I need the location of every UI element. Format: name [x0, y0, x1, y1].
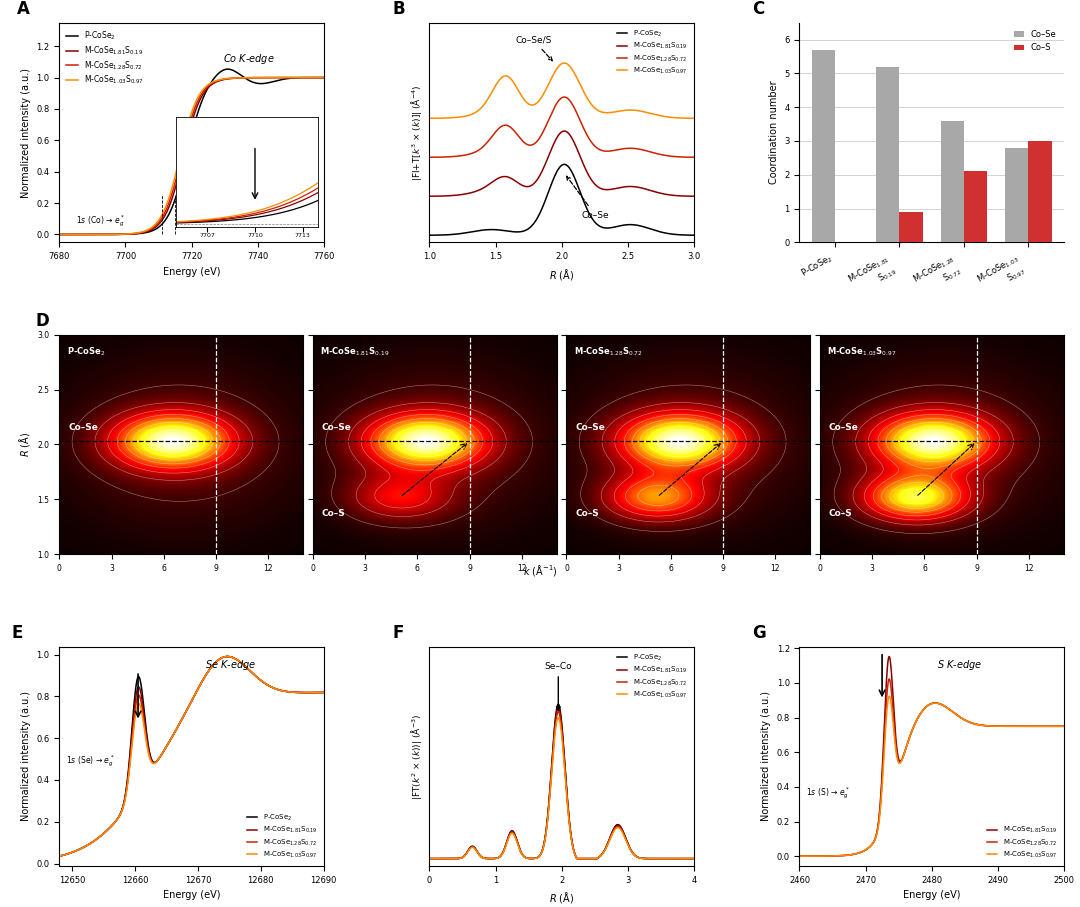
Legend: P-CoSe$_2$, M-CoSe$_{1.81}$S$_{0.19}$, M-CoSe$_{1.28}$S$_{0.72}$, M-CoSe$_{1.03}: P-CoSe$_2$, M-CoSe$_{1.81}$S$_{0.19}$, M…	[64, 26, 147, 90]
Y-axis label: Normalized intensity (a.u.): Normalized intensity (a.u.)	[761, 691, 771, 822]
Y-axis label: $R$ (Å): $R$ (Å)	[17, 432, 32, 457]
Text: Co–Se: Co–Se	[828, 424, 859, 432]
X-axis label: $R$ (Å): $R$ (Å)	[549, 267, 575, 281]
Y-axis label: |FT($k^2$ × ($k$))| (Å$^{-3}$): |FT($k^2$ × ($k$))| (Å$^{-3}$)	[409, 713, 423, 799]
Y-axis label: Normalized intensity (a.u.): Normalized intensity (a.u.)	[21, 67, 31, 198]
Text: M-CoSe$_{1.81}$S$_{0.19}$: M-CoSe$_{1.81}$S$_{0.19}$	[321, 346, 390, 358]
Bar	[876, 66, 900, 242]
Text: Se–Co: Se–Co	[544, 662, 572, 710]
Text: Co–S: Co–S	[322, 509, 346, 518]
Text: B: B	[392, 0, 405, 18]
Bar	[812, 50, 835, 242]
Text: M-CoSe$_{1.03}$S$_{0.97}$: M-CoSe$_{1.03}$S$_{0.97}$	[827, 346, 896, 358]
Legend: M-CoSe$_{1.81}$S$_{0.19}$, M-CoSe$_{1.28}$S$_{0.72}$, M-CoSe$_{1.03}$S$_{0.97}$: M-CoSe$_{1.81}$S$_{0.19}$, M-CoSe$_{1.28…	[984, 823, 1061, 863]
X-axis label: Energy (eV): Energy (eV)	[903, 891, 960, 901]
Text: Co–Se: Co–Se	[567, 176, 609, 219]
Legend: P-CoSe$_2$, M-CoSe$_{1.81}$S$_{0.19}$, M-CoSe$_{1.28}$S$_{0.72}$, M-CoSe$_{1.03}: P-CoSe$_2$, M-CoSe$_{1.81}$S$_{0.19}$, M…	[244, 810, 321, 863]
Text: 1$s$ (Se) → $e_g^*$: 1$s$ (Se) → $e_g^*$	[66, 753, 114, 769]
Text: Co–Se/S: Co–Se/S	[515, 35, 552, 61]
Bar	[1005, 148, 1028, 242]
Legend: P-CoSe$_2$, M-CoSe$_{1.81}$S$_{0.19}$, M-CoSe$_{1.28}$S$_{0.72}$, M-CoSe$_{1.03}: P-CoSe$_2$, M-CoSe$_{1.81}$S$_{0.19}$, M…	[615, 650, 690, 703]
X-axis label: $R$ (Å): $R$ (Å)	[549, 891, 575, 905]
Text: E: E	[12, 624, 23, 642]
Y-axis label: |FI+T[$k^3$ × ($k$)]| (Å$^{-4}$): |FI+T[$k^3$ × ($k$)]| (Å$^{-4}$)	[409, 84, 423, 180]
Text: Co–Se: Co–Se	[68, 424, 98, 432]
Text: 1$s$ (Co) → $e_g^*$: 1$s$ (Co) → $e_g^*$	[76, 213, 125, 229]
Bar	[963, 171, 987, 242]
Bar	[1028, 141, 1052, 242]
Legend: P-CoSe$_2$, M-CoSe$_{1.81}$S$_{0.19}$, M-CoSe$_{1.28}$S$_{0.72}$, M-CoSe$_{1.03}: P-CoSe$_2$, M-CoSe$_{1.81}$S$_{0.19}$, M…	[615, 26, 690, 79]
Y-axis label: Coordination number: Coordination number	[769, 81, 779, 184]
Bar	[941, 121, 963, 242]
Text: C: C	[752, 0, 765, 18]
Text: Co–Se: Co–Se	[322, 424, 351, 432]
Text: A: A	[17, 0, 30, 18]
Text: D: D	[35, 312, 49, 330]
Text: Co–S: Co–S	[828, 509, 852, 518]
Text: $k$ (Å$^{-1}$): $k$ (Å$^{-1}$)	[523, 562, 557, 578]
Text: M-CoSe$_{1.28}$S$_{0.72}$: M-CoSe$_{1.28}$S$_{0.72}$	[573, 346, 643, 358]
X-axis label: Energy (eV): Energy (eV)	[163, 891, 220, 901]
Text: Co–Se: Co–Se	[576, 424, 605, 432]
Text: P-CoSe$_2$: P-CoSe$_2$	[67, 346, 105, 358]
Text: 1$s$ (S) → $e_g^*$: 1$s$ (S) → $e_g^*$	[806, 785, 850, 801]
Text: Se $K$-edge: Se $K$-edge	[205, 658, 256, 672]
Bar	[900, 212, 922, 242]
Y-axis label: Normalized intensity (a.u.): Normalized intensity (a.u.)	[21, 691, 31, 822]
Text: F: F	[392, 624, 404, 642]
Text: Co $K$-edge: Co $K$-edge	[224, 53, 275, 66]
Text: Co–S: Co–S	[576, 509, 599, 518]
Legend: Co–Se, Co–S: Co–Se, Co–S	[1011, 27, 1059, 55]
Text: G: G	[752, 624, 766, 642]
X-axis label: Energy (eV): Energy (eV)	[163, 267, 220, 277]
Text: S $K$-edge: S $K$-edge	[937, 658, 982, 672]
